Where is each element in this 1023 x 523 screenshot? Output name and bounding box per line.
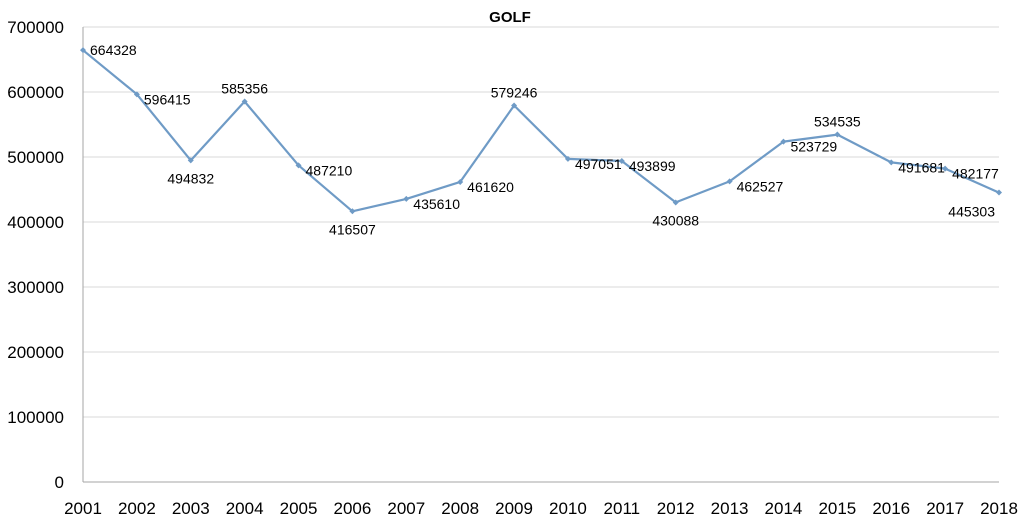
x-axis-ticks: 2001 2002 2003 2004 2005 2006 2007 2008 2009 2010…: [64, 499, 1018, 518]
data-point: [295, 162, 302, 169]
data-label: 435610: [413, 196, 460, 212]
data-label: 416507: [329, 221, 376, 237]
data-label: 596415: [144, 91, 191, 107]
y-tick-label: 300000: [7, 278, 64, 297]
data-label: 462527: [737, 178, 784, 194]
data-point: [511, 102, 518, 109]
x-tick-label: 2007: [387, 499, 425, 518]
x-tick-label: 2004: [226, 499, 264, 518]
data-point: [672, 199, 679, 206]
x-tick-label: 2011: [604, 499, 641, 518]
data-label: 585356: [221, 81, 268, 97]
data-label: 534535: [814, 114, 861, 130]
x-tick-label: 2017: [926, 499, 964, 518]
data-label: 497051: [575, 156, 622, 172]
data-point: [996, 189, 1002, 196]
x-tick-label: 2016: [872, 499, 910, 518]
y-tick-label: 600000: [7, 83, 64, 102]
data-point: [726, 178, 733, 185]
data-point: [349, 208, 356, 215]
x-tick-label: 2012: [657, 499, 695, 518]
series-line: [82, 49, 1000, 213]
y-axis-ticks: 0 100000 200000 300000 400000 500000 600000 700…: [7, 18, 64, 492]
x-tick-label: 2002: [118, 499, 156, 518]
data-point: [80, 47, 86, 54]
data-point: [403, 195, 410, 202]
y-tick-label: 0: [55, 473, 64, 492]
data-label: 664328: [90, 42, 137, 58]
x-tick-label: 2013: [711, 499, 749, 518]
x-tick-label: 2001: [64, 499, 102, 518]
x-tick-label: 2015: [818, 499, 856, 518]
data-label: 461620: [467, 179, 514, 195]
y-tick-label: 400000: [7, 213, 64, 232]
data-label: 445303: [948, 204, 995, 220]
x-tick-label: 2014: [765, 499, 803, 518]
data-label: 493899: [629, 158, 676, 174]
data-point: [618, 157, 625, 164]
series-layer: [80, 47, 1002, 215]
data-label: 579246: [491, 84, 538, 100]
data-point: [780, 138, 787, 145]
y-tick-label: 200000: [7, 343, 64, 362]
data-point: [457, 178, 464, 185]
data-labels: 664328 596415 494832 585356 487210 416507 4356…: [90, 42, 999, 237]
data-label: 430088: [652, 212, 699, 228]
x-tick-label: 2005: [280, 499, 318, 518]
x-tick-label: 2009: [495, 499, 533, 518]
data-label: 487210: [306, 162, 353, 178]
x-tick-label: 2008: [441, 499, 479, 518]
x-tick-label: 2018: [980, 499, 1018, 518]
y-tick-label: 100000: [7, 408, 64, 427]
chart-title: GOLF: [489, 9, 531, 26]
y-tick-label: 500000: [7, 148, 64, 167]
data-point: [834, 131, 841, 138]
data-point: [241, 98, 248, 105]
data-point: [187, 157, 194, 164]
data-label: 491681: [898, 159, 945, 175]
data-point: [133, 91, 140, 98]
data-label: 523729: [790, 139, 837, 155]
gridlines: [82, 26, 999, 483]
data-point: [942, 165, 949, 172]
x-tick-label: 2003: [172, 499, 210, 518]
data-label: 482177: [952, 166, 999, 182]
x-tick-label: 2010: [549, 499, 587, 518]
data-point: [888, 159, 895, 166]
data-label: 494832: [167, 170, 214, 186]
data-point: [564, 155, 571, 162]
x-tick-label: 2006: [333, 499, 371, 518]
y-tick-label: 700000: [7, 18, 64, 37]
